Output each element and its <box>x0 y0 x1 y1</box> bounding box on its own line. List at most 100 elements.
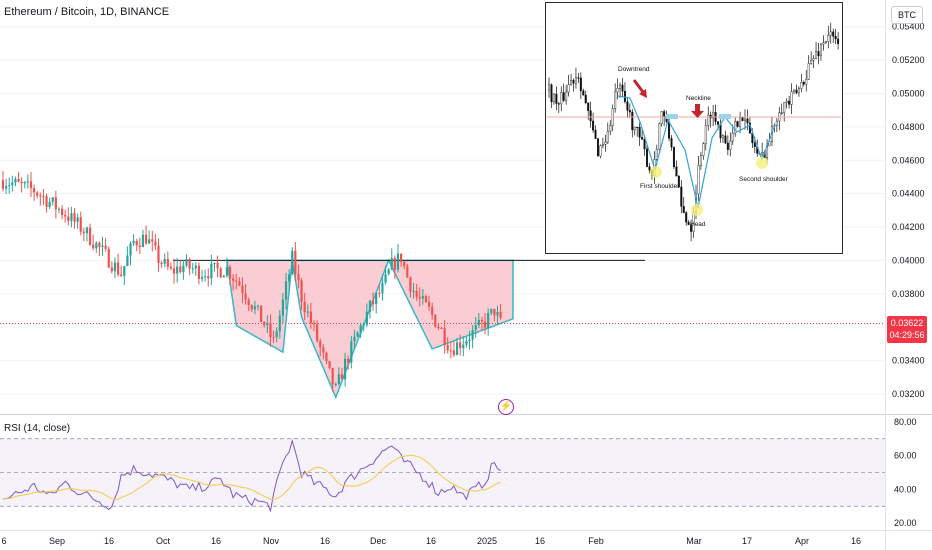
rsi-tick-label: 80.00 <box>894 417 917 427</box>
candle-body <box>474 325 477 331</box>
candle-body <box>1 180 5 189</box>
candle-body <box>353 336 356 342</box>
inset-candle-body <box>599 145 602 157</box>
inset-label-neckline: Neckline <box>686 95 711 102</box>
inset-candle-body <box>775 120 778 126</box>
pattern-area <box>226 258 514 400</box>
candle-body <box>415 291 418 297</box>
candle-body <box>263 321 266 326</box>
candle-body <box>197 265 201 279</box>
time-tick-label: 16 <box>320 536 330 546</box>
candle-body <box>235 280 238 282</box>
candle-body <box>312 323 316 325</box>
inset-candle-body <box>709 114 712 119</box>
inset-candle-body <box>628 110 631 113</box>
candle-body <box>29 181 33 189</box>
candle-body <box>151 239 154 242</box>
candle-body <box>191 268 194 270</box>
candle-body <box>359 325 362 333</box>
candle-body <box>331 368 334 385</box>
inset-candle-body <box>744 118 747 121</box>
candle-body <box>266 322 269 326</box>
candle-body <box>172 268 176 274</box>
inset-candle-body <box>579 77 582 91</box>
inset-label-downtrend: Downtrend <box>618 66 650 73</box>
inset-candle-body <box>731 132 734 142</box>
price-tick-label: 0.04800 <box>892 122 925 132</box>
rsi-line <box>2 438 501 513</box>
price-tick-label: 0.04200 <box>892 222 925 232</box>
inset-highlight-first <box>650 166 662 178</box>
candle-body <box>33 188 36 193</box>
pattern-drawing[interactable] <box>0 258 885 400</box>
candle-body <box>356 332 359 337</box>
inset-candle-body <box>631 111 634 131</box>
candle-body <box>169 266 173 269</box>
inset-candle-body <box>655 148 658 160</box>
candle-body <box>319 340 322 348</box>
candle-body <box>459 342 462 349</box>
candle-body <box>207 276 210 279</box>
candle-body <box>468 339 471 342</box>
lightning-icon[interactable]: ⚡ <box>498 399 514 415</box>
candle-body <box>480 319 484 322</box>
candle-body <box>452 350 456 355</box>
inset-candle-body <box>829 31 832 36</box>
inset-candle-body <box>557 103 560 105</box>
candle-body <box>57 208 61 210</box>
candle-body <box>462 344 465 349</box>
candle-body <box>297 274 300 281</box>
candle-body <box>185 259 188 266</box>
candle-body <box>347 358 350 363</box>
candle-body <box>328 360 331 369</box>
inset-neckline-marker-left <box>666 114 678 119</box>
inset-candle-body <box>670 138 673 148</box>
inset-candle-body <box>790 91 793 105</box>
inset-candle-body <box>827 34 830 42</box>
inset-candle-body <box>626 101 629 111</box>
inset-candle-body <box>741 117 744 121</box>
candle-body <box>368 300 372 312</box>
candle-body <box>92 244 95 249</box>
inset-candle-body <box>636 126 639 129</box>
price-tick-label: 0.05400 <box>892 22 925 32</box>
candle-body <box>449 350 452 352</box>
rsi-pane[interactable]: 80.00 60.00 40.00 20.00 <box>0 417 917 528</box>
candle-body <box>120 274 123 276</box>
candle-body <box>306 311 309 313</box>
candle-body <box>225 267 229 276</box>
symbol-title[interactable]: Ethereum / Bitcoin, 1D, BINANCE <box>4 6 170 18</box>
price-tick-label: 0.05000 <box>892 88 925 98</box>
candle-body <box>424 296 428 303</box>
inset-candle-body <box>641 137 644 140</box>
bar-countdown: 04:29:56 <box>889 330 925 340</box>
candle-body <box>98 242 101 247</box>
candle-body <box>390 257 393 270</box>
candle-body <box>334 383 337 385</box>
inset-candle-body <box>726 142 729 150</box>
candle-body <box>440 327 443 329</box>
inset-candle-body <box>810 60 813 64</box>
inset-candle-body <box>582 90 585 96</box>
candle-body <box>350 341 353 363</box>
candle-body <box>303 302 306 313</box>
candle-body <box>340 374 344 380</box>
candle-body <box>23 182 26 184</box>
time-tick-label: 2025 <box>477 536 497 546</box>
inset-candle-body <box>753 142 756 147</box>
inset-candle-body <box>587 102 590 111</box>
inset-candle-body <box>658 123 661 150</box>
time-tick-label: Oct <box>156 536 171 546</box>
time-tick-label: 17 <box>742 536 752 546</box>
price-tick-label: 0.04000 <box>892 255 925 265</box>
currency-badge[interactable]: BTC <box>891 6 923 24</box>
price-tick-label: 0.03400 <box>892 356 925 366</box>
time-axis[interactable]: 6 Sep 16 Oct 16 Nov 16 Dec 16 2025 16 Feb Mar 17 Apr 16 <box>1 536 861 546</box>
candle-body <box>393 257 396 270</box>
candle-body <box>219 268 222 278</box>
price-axis[interactable]: 0.05400 0.05200 0.05000 0.04800 0.04600 0.044… <box>892 22 925 399</box>
time-tick-label: Dec <box>370 536 387 546</box>
rsi-indicator-title[interactable]: RSI (14, close) <box>4 423 71 434</box>
rsi-tick-label: 20.00 <box>894 518 917 528</box>
